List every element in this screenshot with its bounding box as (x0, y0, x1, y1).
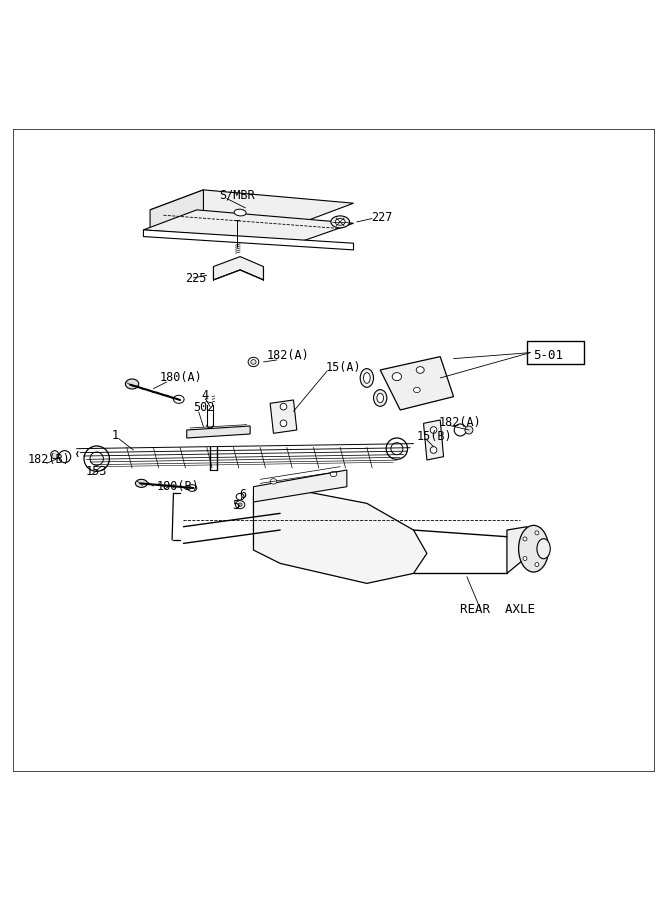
Text: 1: 1 (112, 428, 119, 442)
Ellipse shape (535, 531, 539, 535)
Polygon shape (253, 470, 347, 502)
Polygon shape (253, 487, 427, 583)
Text: 4: 4 (201, 389, 209, 401)
Ellipse shape (542, 546, 546, 551)
Text: 5: 5 (232, 499, 239, 512)
Ellipse shape (336, 219, 346, 225)
Ellipse shape (454, 424, 466, 436)
Ellipse shape (465, 426, 473, 434)
Ellipse shape (234, 209, 246, 216)
Ellipse shape (374, 390, 387, 406)
Ellipse shape (173, 395, 184, 403)
Ellipse shape (416, 366, 424, 373)
Ellipse shape (331, 216, 350, 228)
Text: 180(B): 180(B) (157, 480, 199, 493)
Ellipse shape (270, 479, 277, 484)
Text: 182(B): 182(B) (28, 454, 71, 466)
Ellipse shape (236, 493, 244, 500)
Ellipse shape (51, 451, 59, 459)
Text: 227: 227 (372, 212, 393, 224)
Polygon shape (380, 356, 454, 410)
Text: 182(A): 182(A) (439, 416, 482, 429)
Ellipse shape (125, 379, 139, 389)
Ellipse shape (84, 446, 109, 472)
Text: 225: 225 (185, 272, 207, 285)
Ellipse shape (535, 562, 539, 567)
Polygon shape (143, 210, 354, 242)
Polygon shape (507, 526, 534, 573)
Polygon shape (150, 190, 354, 223)
Ellipse shape (386, 438, 408, 459)
Ellipse shape (90, 452, 103, 465)
Ellipse shape (280, 420, 287, 427)
Polygon shape (213, 256, 263, 280)
Ellipse shape (392, 373, 402, 381)
Ellipse shape (430, 427, 437, 433)
Polygon shape (424, 420, 444, 460)
Ellipse shape (364, 373, 370, 383)
Ellipse shape (523, 537, 527, 541)
Ellipse shape (519, 526, 549, 572)
Ellipse shape (238, 503, 242, 507)
Text: 153: 153 (85, 465, 107, 478)
Ellipse shape (430, 446, 437, 454)
Ellipse shape (248, 357, 259, 366)
Text: S/MBR: S/MBR (219, 188, 254, 202)
FancyBboxPatch shape (527, 341, 584, 364)
Polygon shape (150, 190, 203, 231)
Ellipse shape (135, 480, 147, 488)
Ellipse shape (523, 556, 527, 561)
Text: 502: 502 (193, 401, 215, 414)
Ellipse shape (360, 369, 374, 387)
Text: 6: 6 (239, 488, 246, 501)
Polygon shape (143, 230, 354, 250)
Text: REAR  AXLE: REAR AXLE (460, 603, 535, 616)
Ellipse shape (187, 485, 197, 491)
Text: 15(A): 15(A) (325, 361, 361, 374)
Text: 15(B): 15(B) (417, 430, 452, 443)
Ellipse shape (391, 443, 403, 454)
Ellipse shape (330, 472, 337, 477)
Ellipse shape (251, 360, 256, 364)
Ellipse shape (235, 500, 245, 508)
Ellipse shape (414, 387, 420, 392)
Polygon shape (270, 400, 297, 433)
Ellipse shape (377, 393, 384, 402)
Text: 5-01: 5-01 (534, 348, 564, 362)
Text: 182(A): 182(A) (267, 349, 309, 363)
Ellipse shape (280, 403, 287, 410)
Ellipse shape (59, 451, 71, 463)
Text: 180(A): 180(A) (160, 372, 203, 384)
Polygon shape (187, 426, 250, 438)
Ellipse shape (537, 539, 550, 559)
